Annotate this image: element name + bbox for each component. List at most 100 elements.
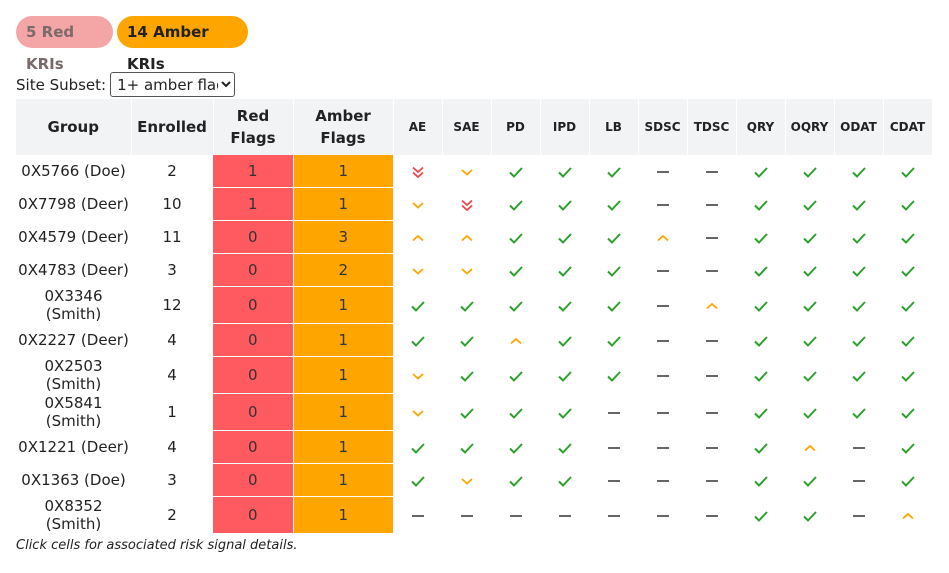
- kri-cell-cdat[interactable]: [883, 356, 932, 394]
- amber-flags-cell[interactable]: 1: [293, 187, 393, 221]
- amber-flags-cell[interactable]: 2: [293, 253, 393, 287]
- kri-cell-ae[interactable]: [393, 496, 442, 534]
- amber-flags-cell[interactable]: 1: [293, 155, 393, 188]
- amber-flags-cell[interactable]: 3: [293, 220, 393, 254]
- kri-cell-sae[interactable]: [442, 430, 491, 464]
- red-flags-cell[interactable]: 0: [213, 356, 294, 394]
- kri-cell-odat[interactable]: [834, 220, 883, 254]
- kri-cell-qry[interactable]: [736, 496, 785, 534]
- kri-cell-sdsc[interactable]: [638, 155, 687, 188]
- kri-cell-pd[interactable]: [491, 393, 540, 431]
- kri-cell-ipd[interactable]: [540, 286, 589, 324]
- kri-cell-lb[interactable]: [589, 463, 638, 497]
- site-subset-select[interactable]: 1+ amber flag: [110, 72, 236, 97]
- kri-cell-sdsc[interactable]: [638, 463, 687, 497]
- kri-cell-tdsc[interactable]: [687, 356, 736, 394]
- kri-cell-pd[interactable]: [491, 187, 540, 221]
- kri-cell-sae[interactable]: [442, 393, 491, 431]
- red-flags-cell[interactable]: 0: [213, 496, 294, 534]
- kri-cell-sdsc[interactable]: [638, 187, 687, 221]
- kri-cell-lb[interactable]: [589, 430, 638, 464]
- kri-cell-ae[interactable]: [393, 463, 442, 497]
- kri-cell-cdat[interactable]: [883, 220, 932, 254]
- kri-cell-sae[interactable]: [442, 286, 491, 324]
- kri-cell-qry[interactable]: [736, 220, 785, 254]
- kri-cell-oqry[interactable]: [785, 430, 834, 464]
- kri-cell-ipd[interactable]: [540, 253, 589, 287]
- kri-cell-odat[interactable]: [834, 155, 883, 188]
- kri-cell-sdsc[interactable]: [638, 220, 687, 254]
- kri-cell-lb[interactable]: [589, 496, 638, 534]
- kri-cell-tdsc[interactable]: [687, 286, 736, 324]
- kri-cell-ae[interactable]: [393, 220, 442, 254]
- kri-cell-pd[interactable]: [491, 220, 540, 254]
- kri-cell-sae[interactable]: [442, 220, 491, 254]
- kri-cell-lb[interactable]: [589, 356, 638, 394]
- amber-flags-cell[interactable]: 1: [293, 393, 393, 431]
- kri-cell-pd[interactable]: [491, 323, 540, 357]
- amber-flags-cell[interactable]: 1: [293, 286, 393, 324]
- kri-cell-lb[interactable]: [589, 155, 638, 188]
- kri-cell-pd[interactable]: [491, 430, 540, 464]
- red-flags-cell[interactable]: 1: [213, 155, 294, 188]
- kri-cell-sdsc[interactable]: [638, 286, 687, 324]
- kri-cell-qry[interactable]: [736, 356, 785, 394]
- red-flags-cell[interactable]: 0: [213, 323, 294, 357]
- kri-cell-pd[interactable]: [491, 463, 540, 497]
- kri-cell-oqry[interactable]: [785, 463, 834, 497]
- kri-cell-tdsc[interactable]: [687, 220, 736, 254]
- kri-cell-pd[interactable]: [491, 356, 540, 394]
- amber-flags-cell[interactable]: 1: [293, 323, 393, 357]
- kri-cell-ae[interactable]: [393, 155, 442, 188]
- kri-cell-pd[interactable]: [491, 286, 540, 324]
- red-kris-pill[interactable]: 5 Red KRIs: [16, 16, 113, 73]
- kri-cell-odat[interactable]: [834, 496, 883, 534]
- kri-cell-ipd[interactable]: [540, 187, 589, 221]
- kri-cell-tdsc[interactable]: [687, 187, 736, 221]
- red-flags-cell[interactable]: 0: [213, 253, 294, 287]
- kri-cell-sae[interactable]: [442, 323, 491, 357]
- red-flags-cell[interactable]: 0: [213, 286, 294, 324]
- amber-flags-cell[interactable]: 1: [293, 430, 393, 464]
- kri-cell-sdsc[interactable]: [638, 356, 687, 394]
- kri-cell-cdat[interactable]: [883, 323, 932, 357]
- red-flags-cell[interactable]: 0: [213, 393, 294, 431]
- kri-cell-odat[interactable]: [834, 430, 883, 464]
- red-flags-cell[interactable]: 1: [213, 187, 294, 221]
- kri-cell-oqry[interactable]: [785, 253, 834, 287]
- kri-cell-tdsc[interactable]: [687, 463, 736, 497]
- amber-flags-cell[interactable]: 1: [293, 496, 393, 534]
- red-flags-cell[interactable]: 0: [213, 430, 294, 464]
- kri-cell-sae[interactable]: [442, 496, 491, 534]
- kri-cell-ae[interactable]: [393, 187, 442, 221]
- kri-cell-odat[interactable]: [834, 286, 883, 324]
- kri-cell-odat[interactable]: [834, 393, 883, 431]
- kri-cell-pd[interactable]: [491, 496, 540, 534]
- kri-cell-odat[interactable]: [834, 253, 883, 287]
- kri-cell-ae[interactable]: [393, 356, 442, 394]
- kri-cell-odat[interactable]: [834, 463, 883, 497]
- kri-cell-oqry[interactable]: [785, 323, 834, 357]
- kri-cell-tdsc[interactable]: [687, 393, 736, 431]
- kri-cell-cdat[interactable]: [883, 463, 932, 497]
- kri-cell-odat[interactable]: [834, 323, 883, 357]
- kri-cell-lb[interactable]: [589, 286, 638, 324]
- kri-cell-oqry[interactable]: [785, 496, 834, 534]
- amber-flags-cell[interactable]: 1: [293, 356, 393, 394]
- kri-cell-qry[interactable]: [736, 286, 785, 324]
- kri-cell-sdsc[interactable]: [638, 253, 687, 287]
- kri-cell-lb[interactable]: [589, 323, 638, 357]
- kri-cell-qry[interactable]: [736, 253, 785, 287]
- kri-cell-tdsc[interactable]: [687, 323, 736, 357]
- kri-cell-qry[interactable]: [736, 463, 785, 497]
- kri-cell-ae[interactable]: [393, 323, 442, 357]
- kri-cell-cdat[interactable]: [883, 286, 932, 324]
- kri-cell-sae[interactable]: [442, 187, 491, 221]
- kri-cell-ipd[interactable]: [540, 496, 589, 534]
- kri-cell-lb[interactable]: [589, 253, 638, 287]
- kri-cell-ipd[interactable]: [540, 430, 589, 464]
- kri-cell-ipd[interactable]: [540, 356, 589, 394]
- kri-cell-tdsc[interactable]: [687, 253, 736, 287]
- kri-cell-sdsc[interactable]: [638, 430, 687, 464]
- kri-cell-qry[interactable]: [736, 393, 785, 431]
